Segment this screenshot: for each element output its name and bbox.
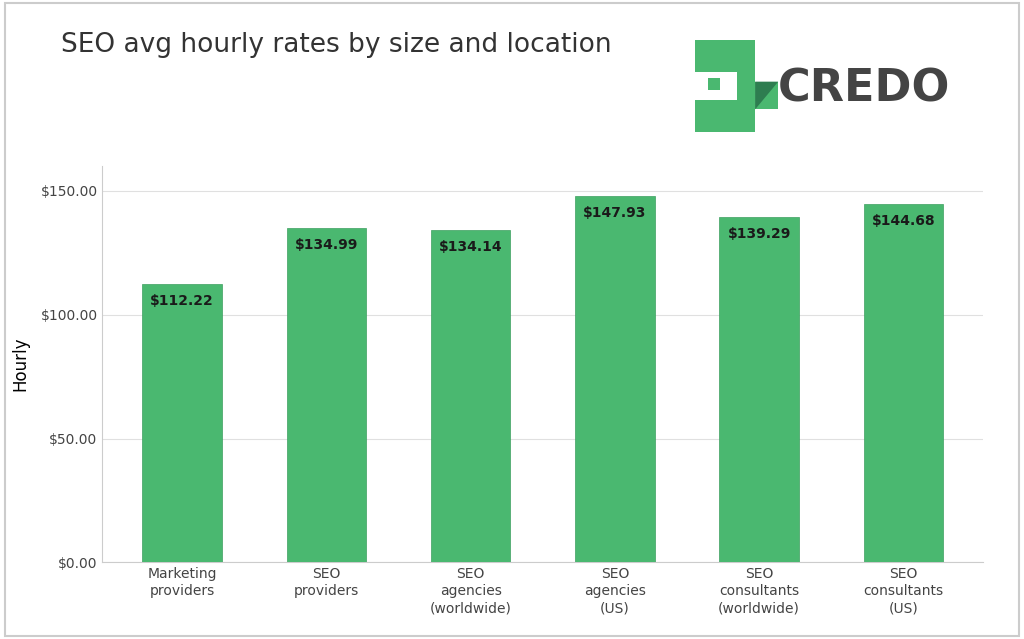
- Text: SEO avg hourly rates by size and location: SEO avg hourly rates by size and locatio…: [61, 32, 612, 58]
- Bar: [431, 230, 510, 562]
- Text: $134.14: $134.14: [438, 240, 503, 254]
- Bar: [142, 284, 222, 562]
- Text: $139.29: $139.29: [727, 227, 791, 242]
- Text: $134.99: $134.99: [295, 238, 358, 252]
- FancyBboxPatch shape: [709, 78, 720, 90]
- Polygon shape: [695, 40, 778, 132]
- Text: $144.68: $144.68: [871, 214, 935, 228]
- Polygon shape: [756, 82, 778, 109]
- Text: CREDO: CREDO: [778, 67, 950, 110]
- Bar: [287, 228, 366, 562]
- Bar: [720, 217, 799, 562]
- Text: $112.22: $112.22: [151, 295, 214, 309]
- FancyBboxPatch shape: [702, 72, 726, 95]
- Y-axis label: Hourly: Hourly: [11, 337, 30, 392]
- Bar: [863, 204, 943, 562]
- Text: $147.93: $147.93: [583, 206, 646, 220]
- Bar: [575, 196, 654, 562]
